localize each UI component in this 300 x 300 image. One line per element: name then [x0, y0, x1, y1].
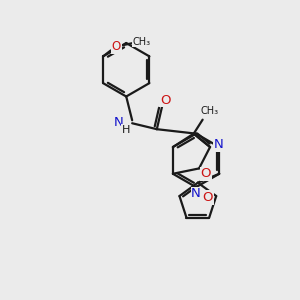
Text: O: O — [160, 94, 170, 106]
Text: O: O — [200, 167, 211, 180]
Text: CH₃: CH₃ — [201, 106, 219, 116]
Text: O: O — [112, 40, 121, 53]
Text: O: O — [202, 191, 213, 204]
Text: CH₃: CH₃ — [133, 37, 151, 46]
Text: N: N — [191, 187, 201, 200]
Text: H: H — [122, 125, 130, 135]
Text: N: N — [113, 116, 123, 129]
Text: N: N — [214, 138, 223, 151]
